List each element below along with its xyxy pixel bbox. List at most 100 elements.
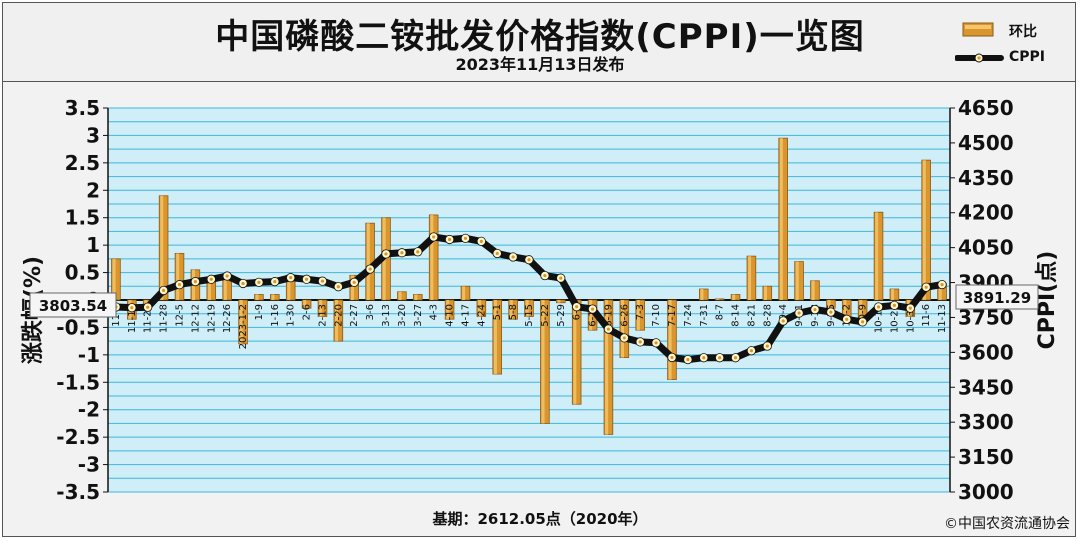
bar-highlight <box>875 212 879 300</box>
bar-highlight <box>589 300 593 331</box>
x-tick-label: 11-13 <box>937 304 948 333</box>
right-tick-label: 3600 <box>958 340 1014 364</box>
start-value-label: 3803.54 <box>39 297 107 315</box>
cppi-point-center <box>273 280 277 284</box>
bar-highlight <box>859 300 863 320</box>
x-tick-label: 6-19 <box>603 304 614 327</box>
cppi-point-center <box>749 349 754 353</box>
bar-highlight <box>509 300 513 320</box>
bar-highlight <box>462 286 466 300</box>
cppi-point-center <box>702 356 706 360</box>
cppi-point-center <box>765 344 769 348</box>
cppi-point-center <box>130 306 134 310</box>
bar <box>524 299 534 317</box>
cppi-point-center <box>304 277 309 281</box>
cppi-point-center <box>384 252 388 256</box>
bar-highlight <box>255 294 259 300</box>
bar-highlight <box>732 294 736 300</box>
cppi-point-center <box>638 340 642 344</box>
x-tick-label: 3-6 <box>365 304 376 320</box>
legend-item-line: CPPI <box>953 47 1068 69</box>
bar-highlight <box>620 300 625 358</box>
bar <box>317 299 328 317</box>
x-tick-label: 12-19 <box>206 304 217 333</box>
bar <box>333 299 344 342</box>
bar-highlight <box>207 280 211 300</box>
x-tick-label: 8-28 <box>762 304 773 327</box>
bar-highlight <box>223 278 227 300</box>
bar-highlight <box>827 300 831 309</box>
legend-bar-label: 环比 <box>1009 24 1037 40</box>
bar-highlight <box>493 300 497 375</box>
bar <box>921 159 931 301</box>
bar <box>238 299 248 345</box>
bar <box>873 211 884 301</box>
x-tick-label: 11-21 <box>143 304 154 333</box>
cppi-point-center <box>575 305 579 309</box>
bar <box>444 299 455 320</box>
x-tick-label: 10-23 <box>889 304 900 333</box>
legend-line-label: CPPI <box>1009 49 1046 65</box>
bar-highlight <box>112 258 116 300</box>
x-tick-label: 4-10 <box>445 304 456 327</box>
cppi-point-center <box>686 357 690 362</box>
bar-highlight <box>303 300 307 309</box>
cppi-point-center <box>416 250 420 254</box>
x-tick-label: 11-6 <box>921 304 932 327</box>
bar-highlight <box>176 253 180 300</box>
cppi-point-center <box>193 280 197 284</box>
cppi-point-center <box>241 281 245 286</box>
cppi-point-center <box>368 267 372 271</box>
right-tick-label: 4500 <box>958 131 1014 155</box>
right-tick-label: 4200 <box>958 201 1014 225</box>
x-tick-label: 7-31 <box>699 304 710 327</box>
x-tick-label: 6-26 <box>619 304 630 327</box>
left-tick-label: -2 <box>78 398 100 422</box>
x-tick-label: 10-30 <box>905 304 916 333</box>
cppi-point-center <box>209 277 213 281</box>
bar <box>397 291 407 301</box>
cppi-point-center <box>590 307 595 311</box>
cppi-point-center <box>559 276 563 280</box>
left-tick-label: -3.5 <box>56 480 100 504</box>
chart-title: 中国磷酸二铵批发价格指数(CPPI)一览图 <box>215 17 865 57</box>
bar <box>794 261 804 301</box>
bar <box>762 285 773 301</box>
left-tick-label: 3.5 <box>65 96 100 120</box>
left-tick-label: -3 <box>78 453 100 477</box>
end-value-annotation: 3891.29 <box>955 284 1039 310</box>
cppi-point-center <box>479 239 483 243</box>
cppi-point-center <box>177 283 182 287</box>
x-tick-label: 10-16 <box>874 304 885 333</box>
x-tick-label: 3-13 <box>381 304 392 327</box>
x-tick-label: 1-9 <box>254 304 265 320</box>
x-tick-label: 1-30 <box>286 304 297 327</box>
cppi-point-center <box>781 319 785 323</box>
bar-highlight <box>541 300 545 424</box>
cppi-point-center <box>654 341 658 345</box>
bar-highlight <box>430 214 434 300</box>
cppi-point-center <box>908 306 912 310</box>
left-tick-label: -1 <box>78 343 100 367</box>
x-tick-label: 2-13 <box>317 304 328 327</box>
x-tick-label: 4-3 <box>429 304 440 320</box>
cppi-point-center <box>289 276 293 280</box>
bar <box>730 294 741 301</box>
x-tick-label: 9-18 <box>810 304 821 327</box>
left-tick-label: 3 <box>86 123 100 147</box>
cppi-point-center <box>162 288 166 293</box>
bar-highlight <box>811 280 815 300</box>
right-tick-label: 4350 <box>958 166 1014 190</box>
bar <box>556 299 566 304</box>
bar <box>635 299 645 331</box>
legend-bar-swatch <box>962 22 994 37</box>
bar-highlight <box>287 275 291 300</box>
cppi-point-center <box>400 251 404 255</box>
bar-highlight <box>525 300 529 317</box>
x-tick-label: 12-26 <box>222 304 233 333</box>
bar <box>174 252 185 301</box>
bar <box>746 255 757 301</box>
x-tick-label: 6-5 <box>572 304 583 320</box>
bar-highlight <box>414 294 418 300</box>
bar <box>476 299 487 317</box>
